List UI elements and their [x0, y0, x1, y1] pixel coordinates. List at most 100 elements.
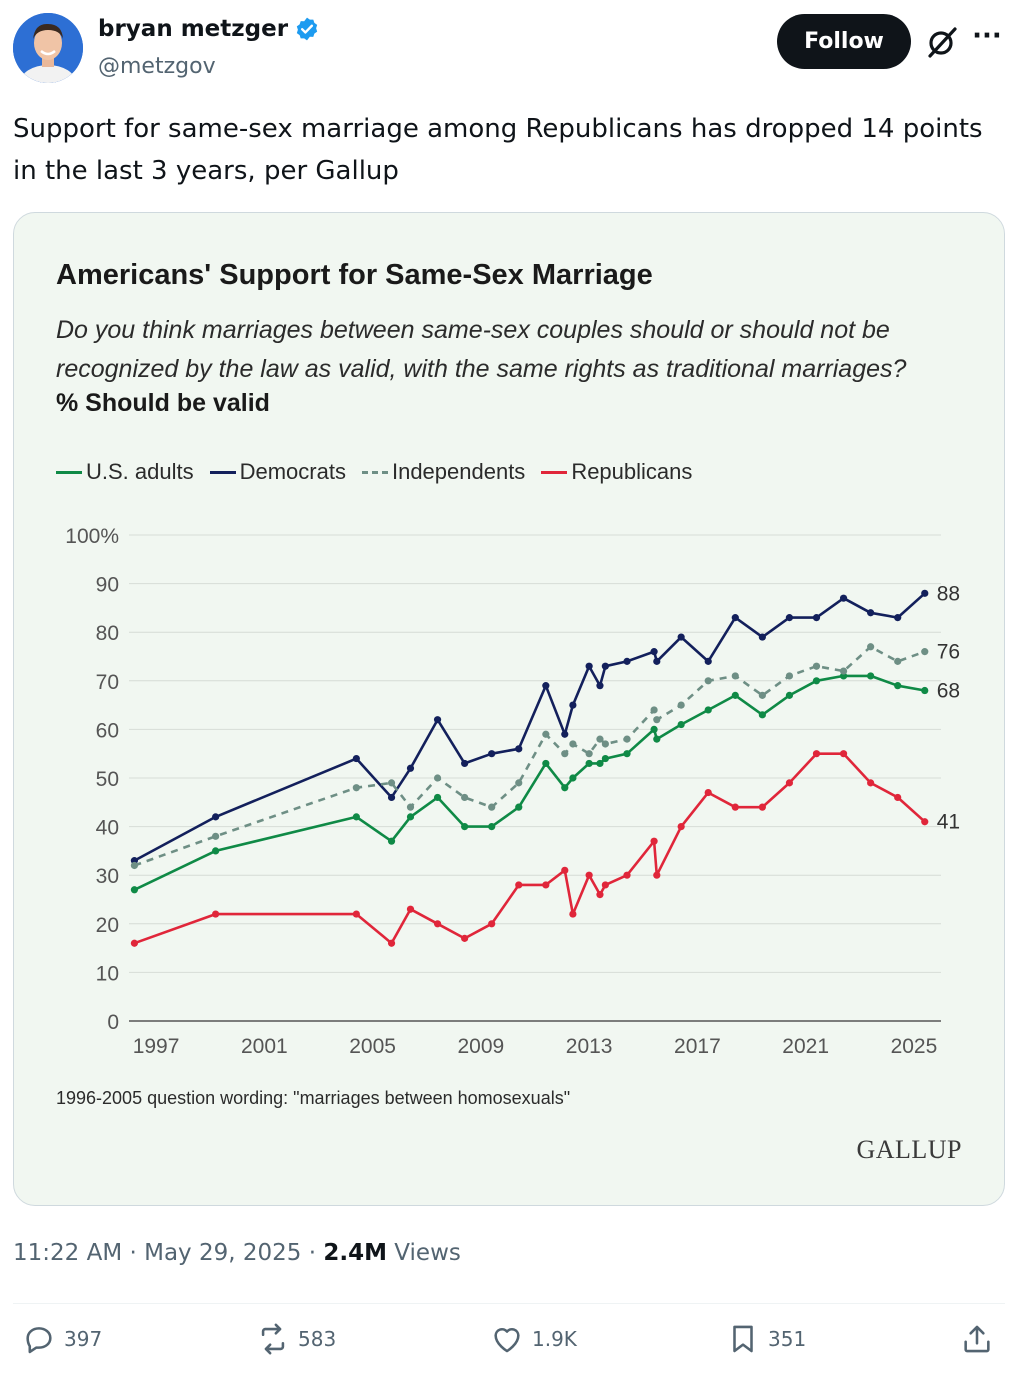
data-point-democrats	[406, 764, 415, 772]
legend-label-us-adults: U.S. adults	[86, 459, 194, 484]
data-point-republicans	[785, 779, 794, 787]
data-point-republicans	[812, 750, 821, 758]
repost-count: 583	[298, 1327, 337, 1351]
data-point-republicans	[596, 891, 604, 899]
meta-separator-2: ·	[308, 1240, 317, 1266]
data-point-republicans	[406, 905, 415, 913]
avatar[interactable]	[13, 13, 83, 83]
data-point-democrats	[601, 662, 609, 670]
follow-button[interactable]: Follow	[777, 14, 911, 69]
tweet-media-card[interactable]: Americans' Support for Same-Sex Marriage…	[13, 212, 1005, 1206]
data-point-us_adults	[488, 823, 496, 831]
repost-button[interactable]: 583	[256, 1322, 336, 1356]
end-label-republicans: 41	[937, 811, 960, 834]
data-point-republicans	[569, 910, 577, 918]
data-point-republicans	[461, 934, 469, 942]
reply-icon	[26, 1327, 52, 1354]
y-tick-label: 30	[96, 865, 119, 888]
legend-item-republicans: Republicans	[541, 459, 692, 485]
series-line-us_adults	[133, 674, 926, 891]
data-point-democrats	[461, 759, 469, 768]
tweet-time[interactable]: 11:22 AM	[13, 1240, 123, 1266]
data-point-us_adults	[433, 793, 442, 802]
data-point-independents	[561, 750, 569, 758]
data-point-democrats	[653, 657, 661, 665]
x-tick-label: 2001	[241, 1035, 288, 1058]
data-point-us_adults	[731, 691, 739, 699]
y-tick-label: 0	[107, 1011, 119, 1034]
data-point-independents	[894, 657, 902, 665]
data-point-us_adults	[812, 677, 821, 685]
data-point-independents	[731, 672, 739, 680]
data-point-democrats	[839, 594, 848, 602]
x-tick-label: 2017	[674, 1035, 721, 1058]
data-point-republicans	[601, 881, 609, 889]
bookmark-button[interactable]: 351	[726, 1322, 806, 1356]
data-point-independents	[130, 861, 139, 870]
like-button[interactable]: 1.9K	[490, 1322, 577, 1356]
data-point-us_adults	[623, 750, 631, 758]
avatar-image	[13, 13, 83, 83]
data-point-republicans	[212, 910, 220, 918]
reply-button[interactable]: 397	[22, 1322, 102, 1356]
data-point-democrats	[352, 754, 360, 763]
data-point-us_adults	[704, 706, 712, 714]
y-tick-label: 20	[96, 914, 119, 937]
data-point-democrats	[585, 662, 593, 670]
chart-title: Americans' Support for Same-Sex Marriage	[56, 259, 653, 291]
data-point-us_adults	[585, 759, 593, 768]
author-handle[interactable]: @metzgov	[98, 54, 216, 79]
data-point-democrats	[704, 657, 712, 665]
tweet-date[interactable]: May 29, 2025	[144, 1240, 302, 1266]
divider	[13, 1303, 1005, 1304]
end-label-democrats: 88	[937, 582, 960, 605]
series-line-democrats	[133, 592, 926, 862]
legend-item-independents: Independents	[361, 459, 525, 485]
series-line-republicans	[133, 752, 926, 945]
y-tick-label: 90	[96, 574, 119, 597]
data-point-independents	[542, 730, 550, 738]
data-point-independents	[812, 662, 821, 670]
data-point-democrats	[731, 614, 739, 622]
data-point-democrats	[921, 589, 929, 597]
data-point-republicans	[623, 871, 631, 879]
series-line-independents	[133, 645, 926, 867]
legend-item-democrats: Democrats	[209, 459, 346, 485]
more-options-icon[interactable]: ···	[972, 21, 1002, 51]
data-point-us_adults	[542, 759, 550, 768]
data-point-independents	[212, 832, 220, 840]
data-point-republicans	[731, 803, 739, 811]
data-point-us_adults	[461, 823, 469, 831]
data-point-us_adults	[406, 813, 415, 821]
chart-legend: U.S. adults Democrats Independents Repub…	[56, 459, 708, 485]
data-point-independents	[704, 677, 712, 685]
views-count: 2.4M	[323, 1240, 387, 1266]
y-tick-label: 100%	[65, 525, 119, 548]
data-point-republicans	[677, 823, 685, 831]
data-point-us_adults	[561, 784, 569, 792]
y-tick-label: 60	[96, 719, 119, 742]
data-point-us_adults	[212, 847, 220, 855]
data-point-democrats	[867, 609, 875, 617]
data-point-independents	[758, 691, 766, 699]
end-label-us_adults: 68	[937, 680, 960, 703]
grok-icon[interactable]	[924, 24, 960, 60]
data-point-republicans	[488, 920, 496, 928]
data-point-independents	[406, 803, 415, 811]
data-point-us_adults	[921, 686, 929, 695]
line-chart: 0 10 20 30 40 50 60 70 80 90 100% 1997 2001 2005 2009 2…	[65, 525, 960, 1058]
data-point-independents	[352, 784, 360, 792]
x-tick-label: 2005	[349, 1035, 396, 1058]
data-point-democrats	[212, 813, 220, 821]
end-label-independents: 76	[937, 641, 960, 664]
tweet-meta: 11:22 AM · May 29, 2025 · 2.4M Views	[13, 1240, 461, 1266]
x-tick-label: 2013	[566, 1035, 613, 1058]
legend-swatch-democrats	[209, 470, 236, 474]
data-point-republicans	[433, 920, 442, 928]
data-point-independents	[601, 740, 609, 748]
share-button[interactable]	[960, 1322, 994, 1356]
data-point-us_adults	[352, 813, 360, 821]
author-name[interactable]: bryan metzger	[98, 16, 320, 42]
data-point-independents	[387, 779, 396, 787]
bookmark-icon	[733, 1325, 753, 1353]
